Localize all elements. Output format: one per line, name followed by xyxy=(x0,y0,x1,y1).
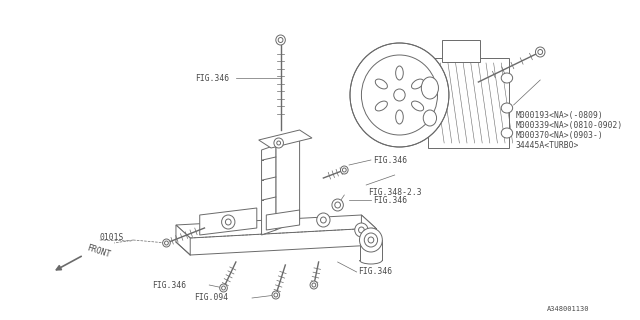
Polygon shape xyxy=(362,215,376,245)
Polygon shape xyxy=(276,135,300,230)
Ellipse shape xyxy=(501,73,513,83)
Ellipse shape xyxy=(423,110,436,126)
Ellipse shape xyxy=(396,66,403,80)
Ellipse shape xyxy=(396,110,403,124)
Circle shape xyxy=(272,291,280,299)
Text: M000193<NA>(-0809): M000193<NA>(-0809) xyxy=(515,110,604,119)
Text: 0101S: 0101S xyxy=(100,233,124,242)
Circle shape xyxy=(221,286,225,290)
Circle shape xyxy=(317,213,330,227)
Polygon shape xyxy=(259,130,312,148)
Bar xyxy=(428,58,509,148)
Circle shape xyxy=(274,293,278,297)
Circle shape xyxy=(274,138,284,148)
Text: FIG.348-2.3: FIG.348-2.3 xyxy=(368,188,422,196)
Polygon shape xyxy=(262,145,276,235)
Text: M000339<NA>(0810-0902): M000339<NA>(0810-0902) xyxy=(515,121,623,130)
Ellipse shape xyxy=(421,77,438,99)
Ellipse shape xyxy=(375,101,387,111)
Polygon shape xyxy=(266,210,300,230)
Circle shape xyxy=(350,43,449,147)
Circle shape xyxy=(276,35,285,45)
Text: FIG.346: FIG.346 xyxy=(152,281,186,290)
Text: FIG.346: FIG.346 xyxy=(373,196,407,204)
Circle shape xyxy=(394,89,405,101)
Circle shape xyxy=(163,239,170,247)
Text: FIG.346: FIG.346 xyxy=(195,74,229,83)
Text: M000370<NA>(0903-): M000370<NA>(0903-) xyxy=(515,131,604,140)
Circle shape xyxy=(276,141,280,145)
Circle shape xyxy=(310,281,317,289)
Polygon shape xyxy=(200,208,257,235)
Circle shape xyxy=(538,50,543,54)
Bar xyxy=(442,40,480,62)
Ellipse shape xyxy=(412,101,424,111)
Circle shape xyxy=(358,227,364,233)
Circle shape xyxy=(362,55,438,135)
Ellipse shape xyxy=(501,103,513,113)
Circle shape xyxy=(321,217,326,223)
Circle shape xyxy=(278,37,283,43)
Text: FIG.346: FIG.346 xyxy=(373,156,407,164)
Circle shape xyxy=(332,199,343,211)
Text: A348001130: A348001130 xyxy=(547,306,589,312)
Circle shape xyxy=(340,166,348,174)
Text: 34445A<TURBO>: 34445A<TURBO> xyxy=(515,140,579,149)
Circle shape xyxy=(368,237,374,243)
Circle shape xyxy=(312,283,316,287)
Circle shape xyxy=(220,284,227,292)
Circle shape xyxy=(164,241,168,245)
Polygon shape xyxy=(176,215,376,238)
Ellipse shape xyxy=(501,128,513,138)
Circle shape xyxy=(225,219,231,225)
Ellipse shape xyxy=(375,79,387,89)
Circle shape xyxy=(355,223,368,237)
Polygon shape xyxy=(176,225,190,255)
Circle shape xyxy=(536,47,545,57)
Circle shape xyxy=(221,215,235,229)
Circle shape xyxy=(360,228,382,252)
Circle shape xyxy=(335,202,340,208)
Text: FIG.346: FIG.346 xyxy=(358,268,393,276)
Ellipse shape xyxy=(412,79,424,89)
Circle shape xyxy=(342,168,346,172)
Text: FIG.094: FIG.094 xyxy=(194,293,228,302)
Circle shape xyxy=(364,233,378,247)
Text: FRONT: FRONT xyxy=(86,244,111,260)
